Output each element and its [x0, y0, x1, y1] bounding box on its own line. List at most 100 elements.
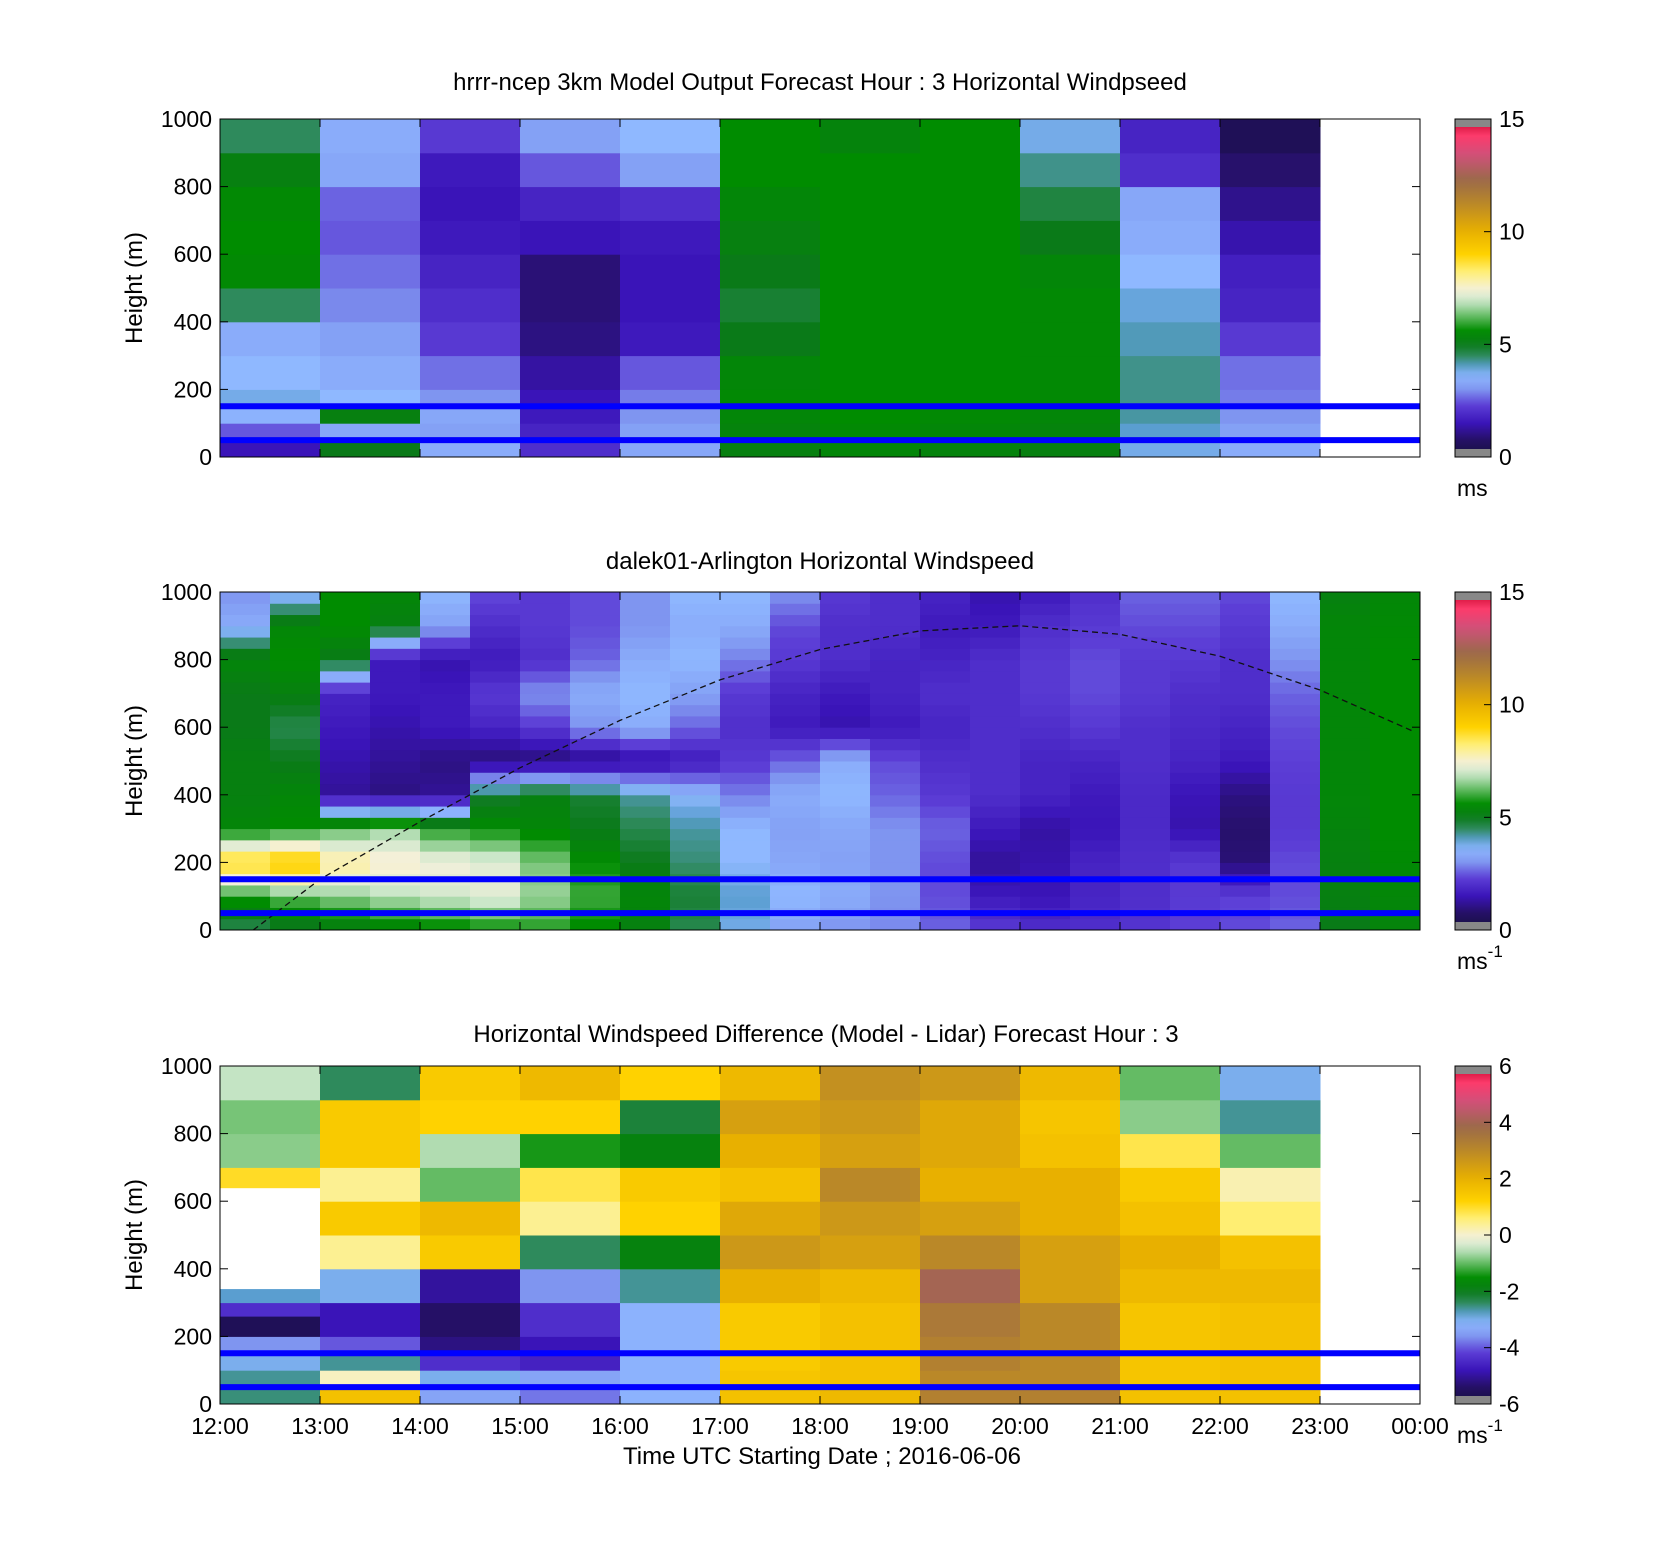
colorbar-unit-base: ms — [1457, 948, 1488, 974]
heatmap-cell — [1270, 851, 1321, 863]
heatmap-cell — [270, 648, 321, 661]
heatmap-cell — [470, 817, 521, 830]
heatmap-cell — [1220, 670, 1271, 683]
heatmap-cell — [1220, 749, 1271, 762]
heatmap-cell — [520, 704, 571, 717]
heatmap-cell — [1270, 772, 1321, 785]
heatmap-cell — [270, 862, 321, 875]
y-tick-label: 400 — [174, 1256, 212, 1282]
heatmap-cell — [620, 918, 671, 931]
heatmap-cell — [770, 715, 821, 728]
heatmap-cell — [1220, 389, 1321, 407]
heatmap-cell — [670, 761, 721, 773]
heatmap-cell — [920, 406, 1021, 424]
heatmap-cell — [970, 704, 1021, 717]
heatmap-cell — [720, 592, 771, 604]
heatmap-cell — [220, 817, 271, 830]
heatmap-cell — [570, 772, 621, 785]
heatmap-cell — [870, 693, 921, 706]
heatmap-cell — [270, 704, 321, 717]
heatmap-cell — [1020, 1387, 1121, 1405]
heatmap-cell — [1270, 682, 1321, 694]
heatmap-cell — [770, 738, 821, 751]
heatmap-cell — [1020, 254, 1121, 289]
heatmap-cell — [1370, 659, 1421, 672]
heatmap-cell — [270, 851, 321, 863]
heatmap-cell — [1120, 1336, 1221, 1354]
heatmap-cell — [220, 839, 271, 852]
heatmap-cell — [320, 119, 421, 154]
heatmap-cell — [320, 659, 371, 672]
heatmap-cell — [920, 715, 971, 728]
heatmap-cell — [1120, 749, 1171, 762]
heatmap-cell — [870, 603, 921, 616]
heatmap-cell — [1320, 704, 1371, 717]
heatmap-cell — [1370, 682, 1421, 694]
heatmap-cell — [220, 806, 271, 818]
heatmap-cell — [1370, 637, 1421, 649]
heatmap-cell — [1270, 614, 1321, 627]
heatmap-cell — [770, 839, 821, 852]
heatmap-cell — [920, 1353, 1021, 1371]
heatmap-cell — [970, 603, 1021, 616]
heatmap-cell — [520, 355, 621, 390]
heatmap-cell — [570, 738, 621, 751]
heatmap-cell — [520, 254, 621, 289]
y-tick-label: 600 — [174, 241, 212, 267]
colorbar-unit-superscript: -1 — [1488, 1416, 1503, 1435]
heatmap-cell — [520, 772, 571, 785]
panel-1-reference-lines — [220, 403, 1420, 444]
heatmap-cell — [220, 851, 271, 863]
heatmap-cell — [270, 715, 321, 728]
heatmap-cell — [620, 254, 721, 289]
heatmap-cell — [720, 152, 821, 188]
heatmap-cell — [1220, 186, 1321, 221]
heatmap-cell — [1070, 761, 1121, 773]
heatmap-cell — [1020, 389, 1121, 407]
heatmap-cell — [420, 152, 521, 188]
heatmap-cell — [270, 884, 321, 897]
colorbar-tick-label: 4 — [1499, 1109, 1512, 1135]
heatmap-cell — [470, 659, 521, 672]
heatmap-cell — [720, 794, 771, 807]
heatmap-cell — [1120, 806, 1171, 818]
heatmap-cell — [520, 738, 571, 751]
colorbar-unit-superscript: -1 — [1488, 942, 1503, 961]
heatmap-cell — [670, 670, 721, 683]
heatmap-cell — [1370, 772, 1421, 785]
heatmap-cell — [820, 794, 871, 807]
heatmap-cell — [820, 918, 871, 931]
heatmap-cell — [970, 637, 1021, 649]
heatmap-cell — [920, 704, 971, 717]
heatmap-cell — [1220, 1336, 1321, 1354]
heatmap-cell — [620, 715, 671, 728]
heatmap-cell — [720, 1066, 821, 1101]
heatmap-cell — [520, 592, 571, 604]
heatmap-cell — [1020, 1167, 1121, 1202]
heatmap-cell — [870, 738, 921, 751]
heatmap-cell — [670, 806, 721, 818]
heatmap-cell — [620, 152, 721, 188]
heatmap-cell — [1170, 670, 1221, 683]
heatmap-cell — [670, 659, 721, 672]
heatmap-cell — [270, 727, 321, 739]
heatmap-cell — [520, 389, 621, 407]
heatmap-cell — [520, 1235, 621, 1270]
heatmap-cell — [670, 592, 721, 604]
heatmap-cell — [920, 794, 971, 807]
heatmap-cell — [420, 839, 471, 852]
heatmap-cell — [520, 186, 621, 221]
heatmap-cell — [370, 783, 421, 796]
heatmap-cell — [520, 1167, 621, 1202]
panel-difference: Horizontal Windspeed Difference (Model -… — [121, 1021, 1520, 1470]
heatmap-cell — [1320, 794, 1371, 807]
heatmap-cell — [870, 806, 921, 818]
heatmap-cell — [970, 862, 1021, 875]
heatmap-cell — [220, 406, 321, 424]
heatmap-cell — [420, 220, 521, 255]
heatmap-cell — [1170, 761, 1221, 773]
heatmap-cell — [270, 761, 321, 773]
heatmap-cell — [220, 423, 321, 441]
heatmap-cell — [620, 440, 721, 458]
heatmap-cell — [720, 1133, 821, 1168]
